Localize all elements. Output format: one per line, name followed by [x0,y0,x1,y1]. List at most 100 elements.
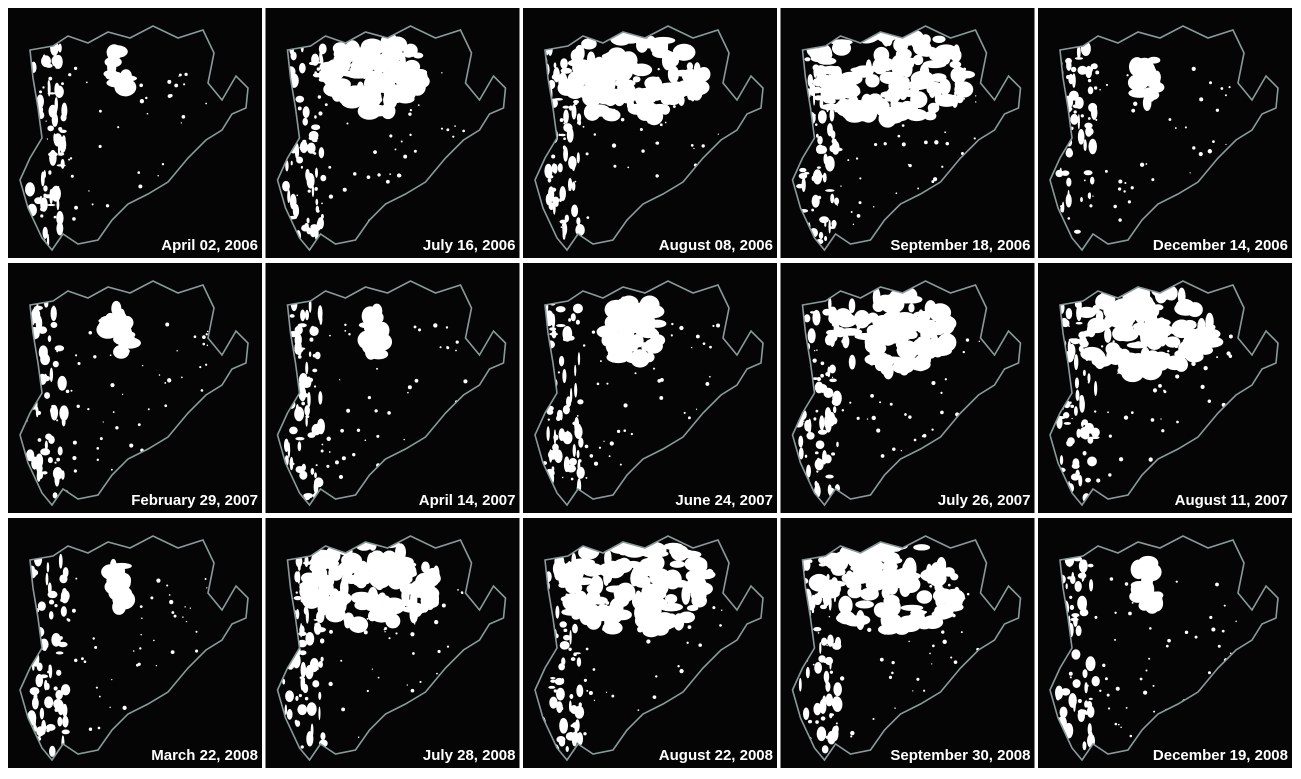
water-blob [563,434,567,438]
water-blob [816,410,819,413]
flood-blob [834,556,848,568]
flood-blob [954,81,973,97]
water-blob [1132,602,1134,604]
water-blob [571,205,578,218]
water-blob [1074,406,1078,416]
water-blob [1105,170,1108,173]
water-blob [1195,636,1198,639]
water-blob [1090,460,1091,461]
water-blob [814,662,822,674]
water-blob [1094,86,1097,89]
water-blob [612,143,616,147]
water-blob [571,724,574,727]
water-blob [45,683,49,690]
water-blob [54,471,59,486]
water-blob [462,592,464,594]
water-blob [56,670,61,676]
water-blob [60,599,63,602]
flood-blob [630,570,638,586]
water-blob [684,412,686,414]
water-blob [183,83,185,85]
water-blob [296,195,298,197]
water-blob [140,634,142,636]
water-blob [314,152,317,155]
date-label: April 02, 2006 [161,237,258,254]
water-blob [1068,325,1070,327]
water-blob [335,460,339,464]
water-blob [284,439,289,452]
water-blob [1114,639,1116,641]
water-blob [308,190,311,193]
water-blob [818,196,822,200]
water-blob [184,73,187,76]
map-panel: February 29, 2007 [8,263,262,513]
water-blob [829,643,831,645]
water-blob [825,475,833,479]
water-blob [138,184,142,188]
water-blob [291,161,293,166]
water-blob [378,677,380,679]
flood-blob [851,104,865,114]
water-blob [1089,204,1092,207]
water-blob [325,103,328,106]
water-blob [1222,630,1225,633]
water-blob [407,684,408,685]
water-blob [305,362,308,375]
water-blob [554,689,557,692]
water-blob [577,657,581,666]
water-blob [176,350,177,351]
water-blob [548,186,554,201]
water-blob [49,600,54,605]
flood-blob [1187,344,1195,351]
water-blob [419,681,421,683]
water-blob [1067,148,1072,152]
flood-blob [576,599,595,614]
water-blob [1081,567,1085,581]
water-blob [574,365,576,377]
water-blob [808,423,810,437]
flood-blob [571,49,583,63]
water-blob [562,369,566,383]
water-blob [556,306,566,312]
water-blob [1071,649,1080,659]
water-blob [572,624,578,634]
water-blob [441,128,443,130]
water-blob [819,642,821,654]
water-blob [833,406,836,413]
flood-blob [829,330,835,347]
flood-blob [343,553,353,572]
water-blob [440,346,442,348]
water-blob [829,145,834,152]
water-blob [30,687,40,695]
water-blob [812,359,816,363]
flood-blob [851,580,861,593]
flood-blob [914,355,927,372]
water-blob [1229,354,1232,357]
water-blob [1168,118,1171,121]
map-panel: August 22, 2008 [523,518,777,768]
water-blob [58,44,62,53]
water-blob [290,457,294,470]
water-blob [1088,139,1097,155]
flood-blob [691,85,702,100]
water-blob [309,378,313,382]
flood-blob [842,334,849,348]
water-blob [201,389,204,392]
flood-blob [935,87,942,105]
water-blob [305,415,309,418]
water-blob [1110,577,1113,580]
water-blob [929,585,932,588]
water-blob [167,80,171,84]
water-blob [641,149,644,152]
water-blob [289,427,298,435]
water-blob [1078,699,1082,703]
flood-blob [369,594,390,603]
water-blob [41,720,46,735]
water-blob [941,630,944,633]
flood-blob [412,603,422,617]
water-blob [318,661,323,668]
water-blob [315,61,322,63]
water-blob [1108,707,1110,709]
water-blob [889,676,892,679]
water-blob [828,484,832,495]
